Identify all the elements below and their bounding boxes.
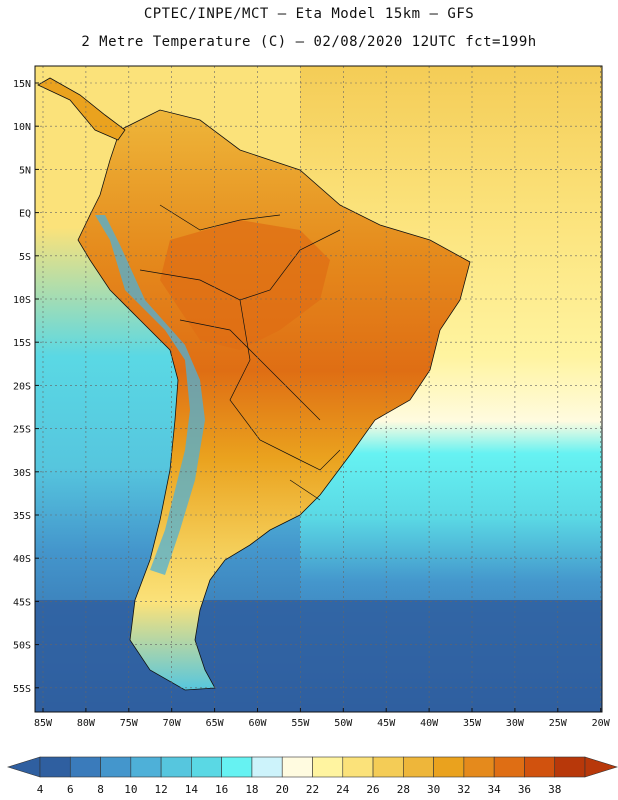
colorbar-value: 28 xyxy=(397,783,410,796)
colorbar-swatch xyxy=(160,756,192,778)
colorbar-value: 20 xyxy=(276,783,289,796)
colorbar-arrow-low xyxy=(6,756,41,778)
map-frame xyxy=(34,65,603,713)
colorbar-value: 32 xyxy=(457,783,470,796)
colorbar-value: 18 xyxy=(245,783,258,796)
colorbar-swatch xyxy=(372,756,404,778)
lat-label: 20S xyxy=(13,381,31,392)
lon-label: 75W xyxy=(120,718,139,729)
colorbar-value: 34 xyxy=(488,783,502,796)
lon-label: 35W xyxy=(463,718,482,729)
colorbar-value: 4 xyxy=(37,783,44,796)
lon-label: 25W xyxy=(549,718,568,729)
colorbar-value: 22 xyxy=(306,783,319,796)
colorbar-value: 12 xyxy=(154,783,167,796)
colorbar-arrow-high xyxy=(584,756,618,778)
colorbar-value: 30 xyxy=(427,783,440,796)
lat-label: 55S xyxy=(13,684,31,695)
lon-label: 20W xyxy=(592,718,611,729)
hot-interior-region xyxy=(160,220,330,350)
lat-label: EQ xyxy=(19,209,31,220)
lat-label: 5S xyxy=(19,252,31,263)
southern-ocean-field xyxy=(35,600,602,712)
colorbar-swatch xyxy=(403,756,434,778)
lat-label: 25S xyxy=(13,425,31,436)
lon-label: 65W xyxy=(206,718,225,729)
lat-label: 10S xyxy=(13,295,31,306)
colorbar-value: 38 xyxy=(548,783,561,796)
colorbar-swatch xyxy=(251,756,283,778)
colorbar-swatch xyxy=(281,756,313,778)
lon-label: 60W xyxy=(248,718,267,729)
colorbar: 4 6 8 10 12 14 16 18 20 22 24 26 28 30 32 34 36 38 xyxy=(6,756,618,796)
colorbar-swatch xyxy=(433,756,465,778)
colorbar-swatch xyxy=(191,756,222,778)
colorbar-swatch xyxy=(39,756,71,778)
colorbar-value: 36 xyxy=(518,783,531,796)
colorbar-value: 14 xyxy=(185,783,199,796)
colorbar-swatch xyxy=(342,756,374,778)
colorbar-value: 10 xyxy=(124,783,137,796)
colorbar-value: 24 xyxy=(336,783,350,796)
colorbar-swatch xyxy=(493,756,525,778)
lat-label: 45S xyxy=(13,597,31,608)
colorbar-swatch xyxy=(221,756,253,778)
colorbar-swatch xyxy=(312,756,344,778)
lon-label: 30W xyxy=(506,718,525,729)
central-america xyxy=(37,77,126,141)
colorbar-value: 8 xyxy=(97,783,104,796)
colorbar-swatch xyxy=(130,756,162,778)
lat-label: 35S xyxy=(13,511,31,522)
lon-label: 45W xyxy=(377,718,396,729)
colorbar-value: 16 xyxy=(215,783,228,796)
colorbar-swatch xyxy=(524,756,556,778)
lon-label: 80W xyxy=(77,718,96,729)
andes-cool-strip xyxy=(95,215,205,575)
lat-label: 50S xyxy=(13,641,31,652)
country-borders xyxy=(139,204,341,501)
colorbar-value: 26 xyxy=(366,783,379,796)
lon-label: 40W xyxy=(420,718,439,729)
lat-label: 5N xyxy=(19,165,31,176)
lat-label: 10N xyxy=(13,122,31,133)
latitude-labels: 15N 10N 5N EQ 5S 10S 15S 20S 25S 30S 35S 40S 45S 50S 5… xyxy=(13,79,39,695)
lon-label: 70W xyxy=(163,718,182,729)
lon-label: 85W xyxy=(34,718,53,729)
lat-label: 30S xyxy=(13,468,31,479)
colorbar-swatch xyxy=(463,756,495,778)
lon-label: 50W xyxy=(334,718,353,729)
colorbar-swatch xyxy=(69,756,101,778)
lat-label: 15S xyxy=(13,338,31,349)
colorbar-swatch xyxy=(554,756,586,778)
lon-label: 55W xyxy=(291,718,310,729)
chart-title-line2: 2 Metre Temperature (C) – 02/08/2020 12U… xyxy=(81,34,537,50)
lat-label: 40S xyxy=(13,554,31,565)
colorbar-swatch xyxy=(100,756,132,778)
longitude-labels: 85W 80W 75W 70W 65W 60W 55W 50W 45W 40W 35W 30W 25W 2… xyxy=(34,708,611,729)
chart-title-line1: CPTEC/INPE/MCT – Eta Model 15km – GFS xyxy=(143,6,475,22)
colorbar-value: 6 xyxy=(67,783,74,796)
lat-label: 15N xyxy=(13,79,31,90)
